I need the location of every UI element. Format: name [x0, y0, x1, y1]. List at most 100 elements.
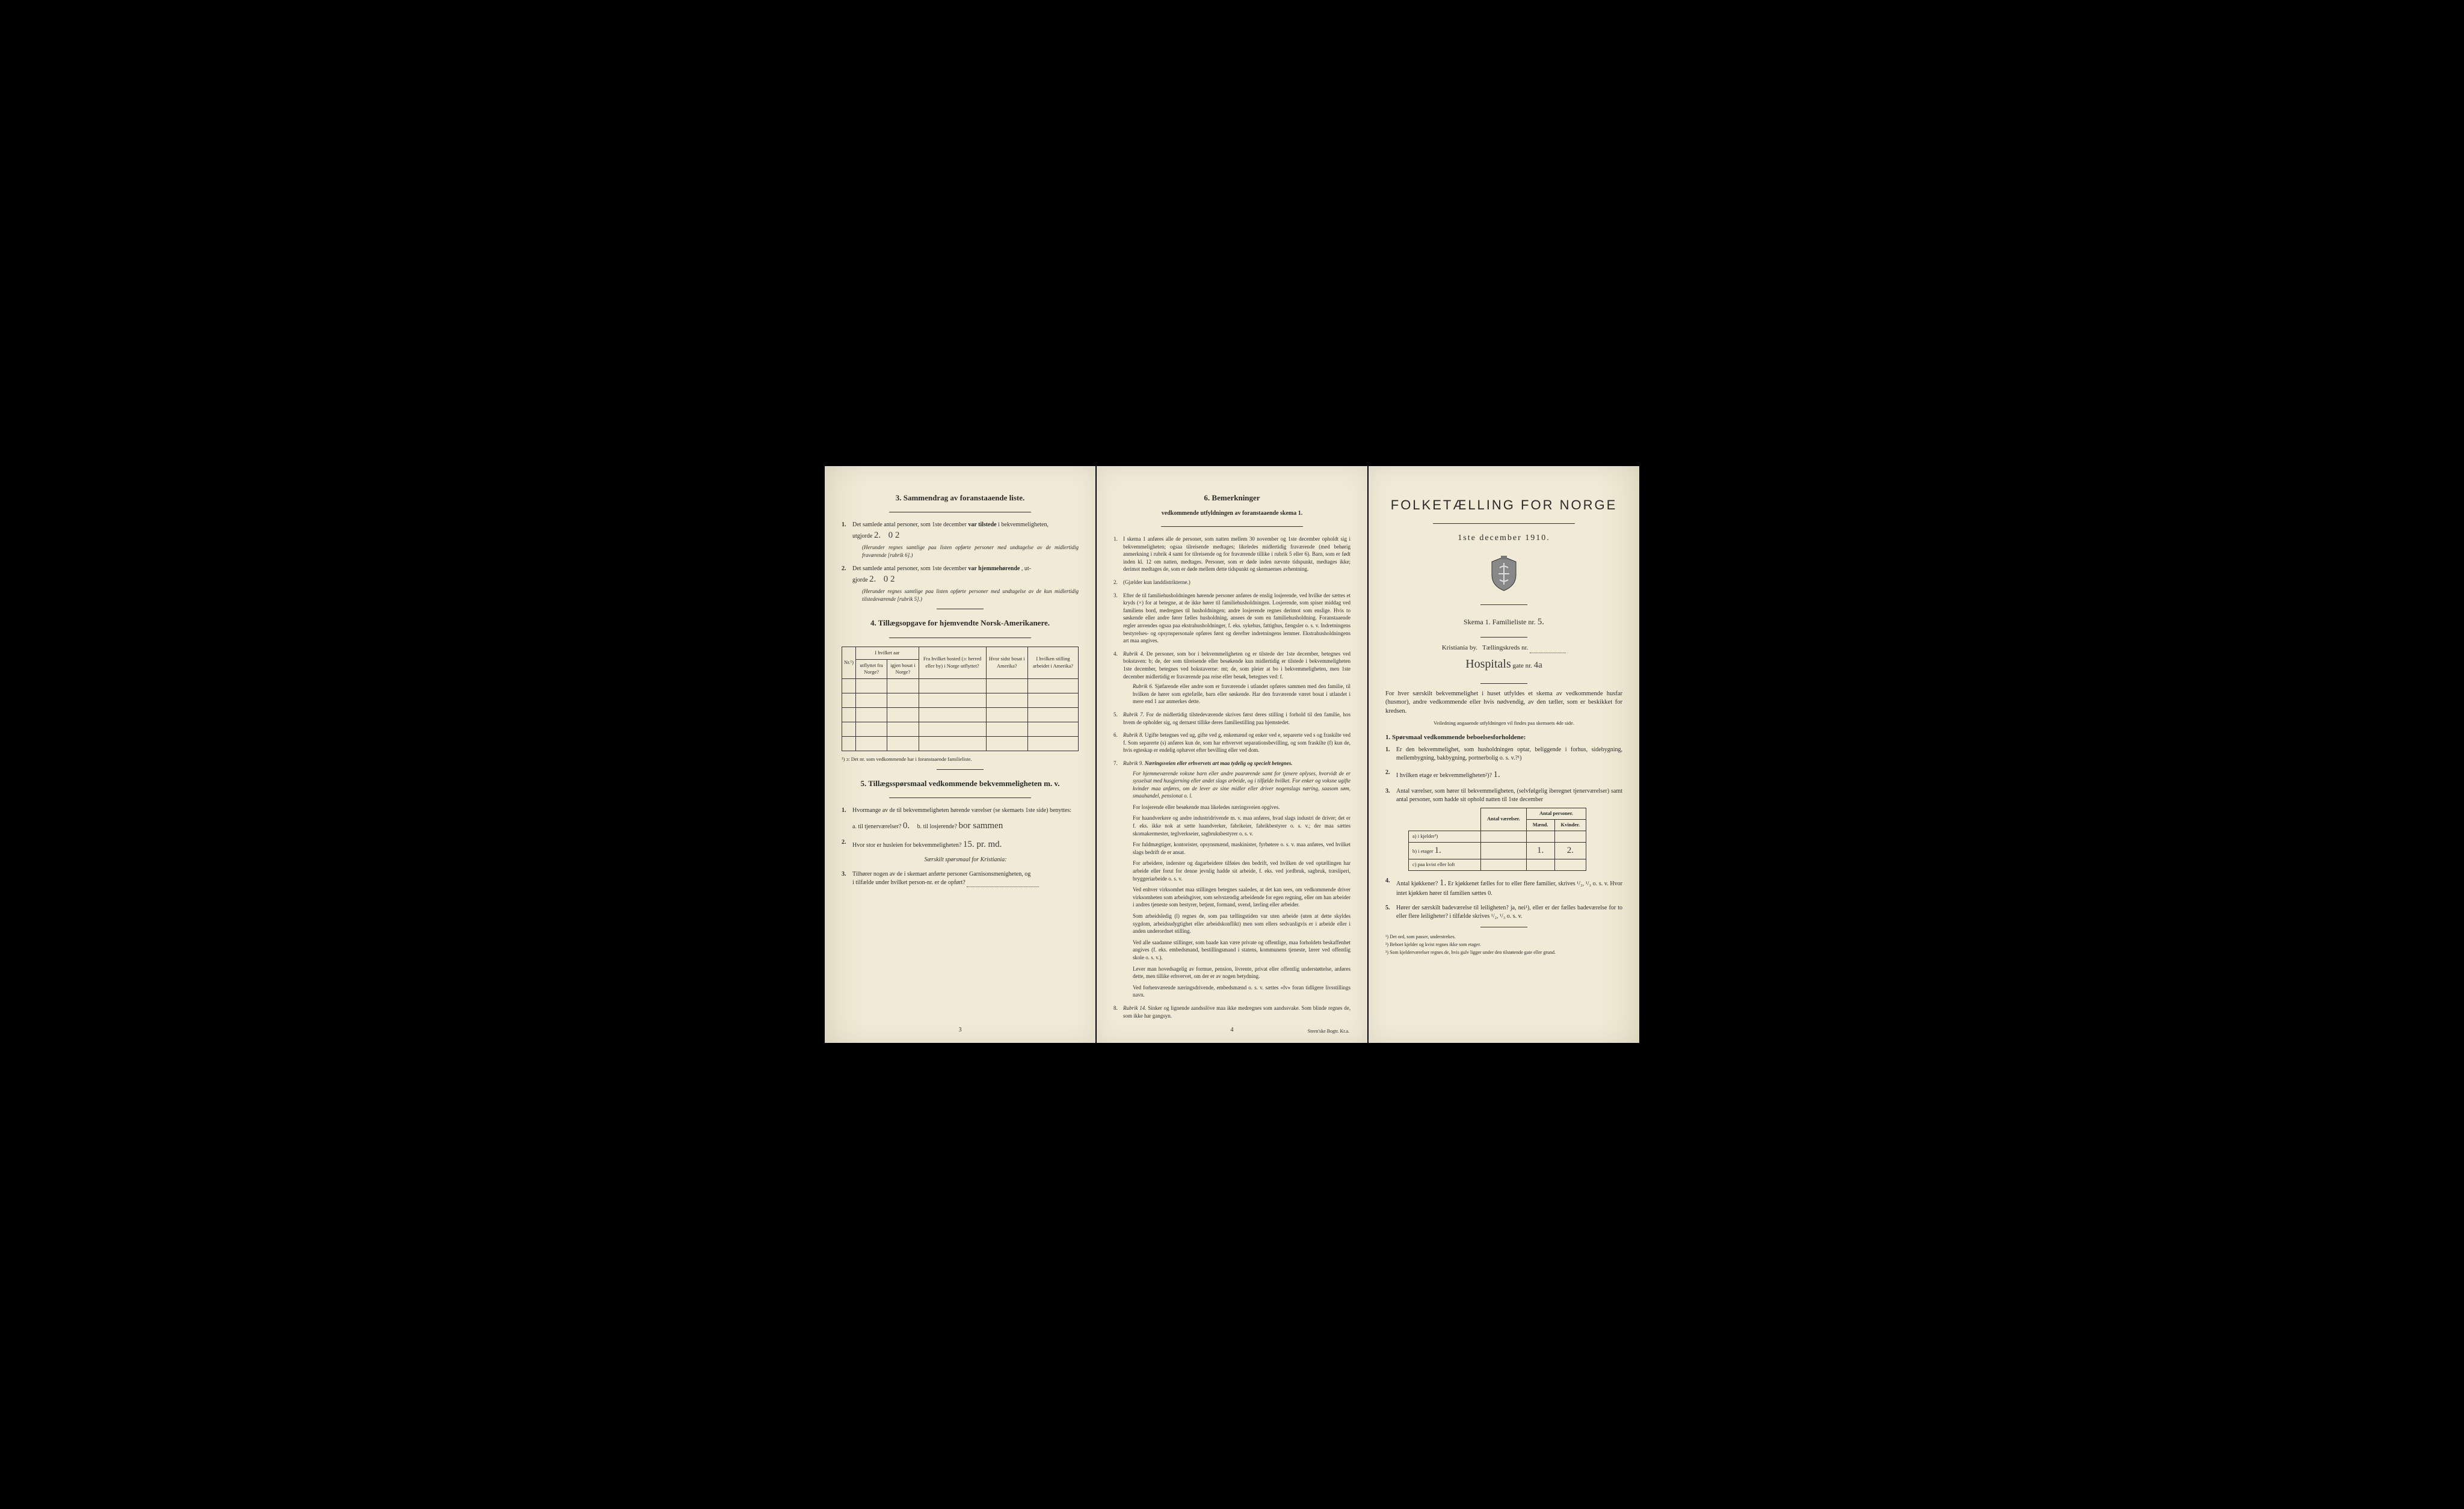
rubrik-head: Rubrik 4.: [1123, 651, 1144, 657]
txt: Det samlede antal personer, som 1ste dec…: [852, 521, 967, 528]
th: Mænd.: [1526, 819, 1554, 831]
census-trifold: 3. Sammendrag av foranstaaende liste. De…: [825, 466, 1639, 1043]
txt: Tilhører nogen av de i skemaet anførte p…: [852, 871, 1030, 877]
p: Som arbeidsledig (l) regnes de, som paa …: [1123, 912, 1351, 935]
section3-list: Det samlede antal personer, som 1ste dec…: [842, 521, 1079, 603]
table-row: [842, 722, 1079, 737]
p: Lever man hovedsagelig av formue, pensio…: [1123, 965, 1351, 980]
rubrik-head: Rubrik 7.: [1123, 711, 1144, 718]
rule: [1480, 637, 1528, 638]
section6-title: 6. Bemerkninger: [1113, 493, 1351, 503]
handwritten-val: 1.: [1494, 769, 1500, 781]
handwritten-val: Hospitals: [1465, 656, 1511, 672]
table-row: [842, 737, 1079, 751]
label: c) paa kvist eller loft: [1409, 859, 1481, 870]
txt: utgjorde: [852, 533, 872, 539]
rule: [937, 769, 984, 770]
table-row: b) i etager 1. 1. 2.: [1409, 842, 1586, 859]
th: utflyttet fra Norge?: [856, 659, 887, 679]
panel-left: 3. Sammendrag av foranstaaende liste. De…: [825, 466, 1095, 1043]
city-line: Kristiania by. Tællingskreds nr.: [1385, 644, 1622, 653]
txt: Næringsveien eller erhvervets art maa ty…: [1145, 760, 1293, 766]
table-row: [842, 708, 1079, 722]
th: Antal personer.: [1526, 808, 1586, 820]
label: b) i etager: [1412, 848, 1433, 854]
p: Ved enhver virksomhet maa stillingen bet…: [1123, 886, 1351, 909]
section4-title: 4. Tillægsopgave for hjemvendte Norsk-Am…: [842, 618, 1079, 628]
label: Skema 1. Familieliste nr.: [1464, 618, 1536, 626]
rule: [1161, 526, 1303, 527]
q2: I hvilken etage er bekvemmeligheten²)? 1…: [1385, 769, 1622, 781]
txt: gjorde: [852, 577, 868, 583]
table-row: a) i kjelder³): [1409, 831, 1586, 842]
footnote: ¹) ɔ: Det nr. som vedkommende har i fora…: [842, 756, 1079, 763]
txt: Det samlede antal personer, som 1ste dec…: [852, 565, 967, 572]
s3-item2: Det samlede antal personer, som 1ste dec…: [842, 565, 1079, 603]
bem-6: Rubrik 8. Ugifte betegnes ved ug, gifte …: [1113, 731, 1351, 754]
question-header: 1. Spørsmaal vedkommende beboelsesforhol…: [1385, 733, 1622, 742]
handwritten-val: 5.: [1538, 616, 1544, 628]
document-title: FOLKETÆLLING FOR NORGE: [1385, 496, 1622, 515]
label: a. til tjenerværelser?: [852, 823, 901, 830]
handwritten-val: bor sammen: [958, 820, 1003, 832]
intro-para: For hver særskilt bekvemmelighet i huset…: [1385, 690, 1622, 716]
rubrik-head: Rubrik 9.: [1123, 760, 1144, 766]
p: Ved forhenværende næringsdrivende, embed…: [1123, 984, 1351, 999]
section3-title: 3. Sammendrag av foranstaaende liste.: [842, 493, 1079, 503]
p: For fuldmægtiger, kontorister, opsynsmæn…: [1123, 841, 1351, 856]
txt: For hver særskilt bekvemmelighet i huset…: [1385, 690, 1622, 715]
p: Ved alle saadanne stillinger, som baade …: [1123, 939, 1351, 962]
label: Hvor stor er husleien for bekvemmelighet…: [852, 842, 961, 849]
rubrik-head: Rubrik 14.: [1123, 1005, 1146, 1011]
bem-3: Efter de til familiehusholdningen hørend…: [1113, 592, 1351, 645]
p: For haandverkere og andre industridriven…: [1123, 814, 1351, 837]
section5-list: Hvormange av de til bekvemmeligheten hør…: [842, 807, 1079, 887]
table-row: c) paa kvist eller loft: [1409, 859, 1586, 870]
q4: Antal kjøkkener? 1. Er kjøkkenet fælles …: [1385, 877, 1622, 898]
label: Antal kjøkkener?: [1396, 881, 1438, 887]
note: (Herunder regnes samtlige paa listen opf…: [852, 588, 1079, 603]
section6-sub: vedkommende utfyldningen av foranstaaend…: [1113, 509, 1351, 518]
th: igjen bosat i Norge?: [887, 659, 919, 679]
table-row: [842, 693, 1079, 708]
printer-mark: Steen'ske Bogtr. Kr.a.: [1308, 1028, 1349, 1034]
p: For losjerende eller besøkende maa likel…: [1123, 804, 1351, 811]
coat-of-arms-icon: [1385, 556, 1622, 595]
txt: gate nr.: [1513, 662, 1532, 669]
panel-right: FOLKETÆLLING FOR NORGE 1ste december 191…: [1369, 466, 1639, 1043]
footnotes: ¹) Det ord, som passer, understrekes. ²)…: [1385, 933, 1622, 956]
txt: var tilstede: [968, 521, 996, 528]
s5-item3: Tilhører nogen av de i skemaet anførte p…: [842, 870, 1079, 887]
txt: De personer, som bor i bekvemmeligheten …: [1123, 651, 1351, 680]
sublabel: Særskilt spørsmaal for Kristiania:: [852, 856, 1079, 864]
label: I hvilken etage er bekvemmeligheten²)?: [1396, 772, 1492, 779]
q1: Er den bekvemmelighet, som husholdningen…: [1385, 746, 1622, 763]
bem-2: (Gjælder kun landdistrikterne.): [1113, 579, 1351, 586]
note: (Herunder regnes samtlige paa listen opf…: [852, 544, 1079, 559]
bem-8: Rubrik 14. Sinker og lignende aandsslöve…: [1113, 1004, 1351, 1019]
th: Fra hvilket bosted (ɔ: herred eller by) …: [919, 647, 986, 679]
rubrik-head: Rubrik 8.: [1123, 732, 1144, 738]
th: I hvilket aar: [856, 647, 919, 659]
txt: Sinker og lignende aandsslöve maa ikke m…: [1123, 1005, 1351, 1019]
handwritten-val: 0 2: [889, 529, 900, 542]
rule: [1433, 523, 1575, 524]
bem-1: I skema 1 anføres alle de personer, som …: [1113, 535, 1351, 573]
s5-item1: Hvormange av de til bekvemmeligheten hør…: [842, 807, 1079, 832]
handwritten-val: 2.: [1567, 844, 1574, 857]
handwritten-val: 0 2: [884, 573, 895, 586]
page-number: 4: [1231, 1026, 1234, 1034]
rooms-table: Antal værelser. Antal personer. Mænd. Kv…: [1408, 808, 1586, 871]
label: a) i kjelder³): [1409, 831, 1481, 842]
txt: var hjemmehørende: [968, 565, 1020, 572]
label: b. til losjerende?: [917, 823, 957, 830]
handwritten-val: 4a: [1534, 659, 1542, 672]
handwritten-val: 1.: [1435, 844, 1441, 857]
page-number: 3: [959, 1026, 962, 1034]
txt: i tilfælde under hvilket person-nr. er d…: [852, 879, 966, 886]
txt: , ut-: [1021, 565, 1031, 572]
handwritten-val: 1.: [1440, 877, 1446, 890]
th: Hvor sidst bosat i Amerika?: [986, 647, 1028, 679]
rubrik-head: Rubrik 6.: [1133, 683, 1153, 689]
rule: [1480, 604, 1528, 605]
